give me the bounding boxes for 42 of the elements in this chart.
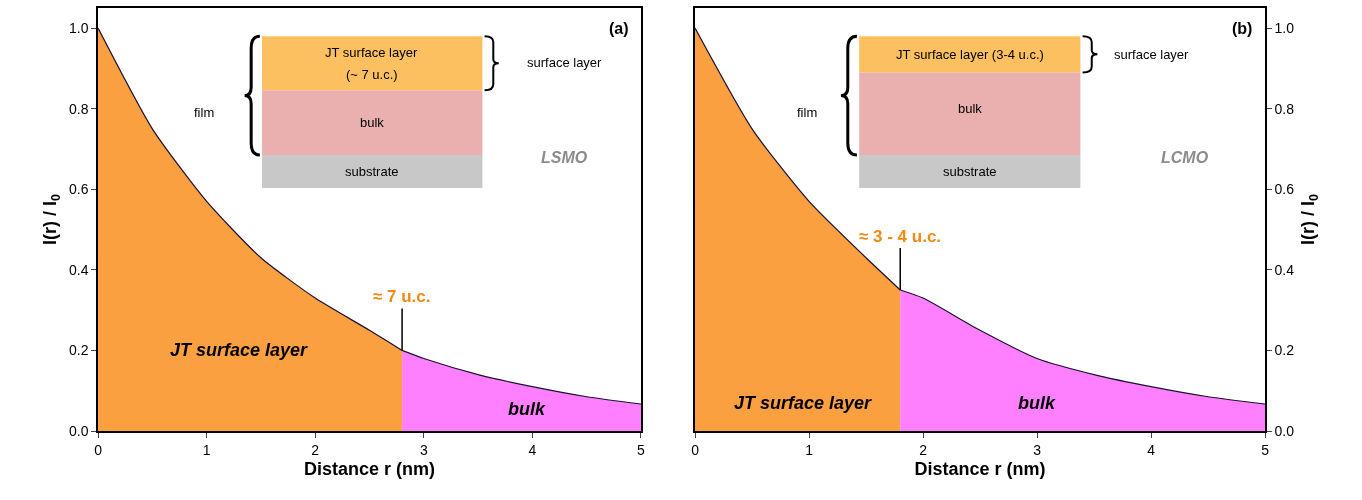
y-tick-label: 0.6 (69, 181, 89, 198)
annotation: film (797, 105, 818, 120)
x-tick-label: 3 (419, 441, 428, 458)
y-tick-label: 0.4 (1274, 261, 1295, 278)
series-label: bulk (1018, 393, 1056, 413)
annotation: (b) (1232, 20, 1253, 37)
annotation: film (194, 105, 215, 120)
y-tick-label: 0.0 (1274, 422, 1295, 439)
annotation: ≈ 7 u.c. (373, 287, 431, 306)
series-label: JT surface layer (734, 393, 873, 413)
annotation: LSMO (541, 149, 588, 166)
x-tick-label: 1 (202, 441, 211, 458)
y-tick-label: 0.4 (69, 261, 89, 278)
annotation: (a) (609, 20, 629, 37)
x-tick-label: 0 (94, 441, 103, 458)
annotation: surface layer (527, 55, 603, 70)
y-tick-label: 0.2 (69, 342, 89, 359)
annotation: substrate (345, 164, 399, 179)
y-tick-label: 0.0 (69, 422, 89, 439)
x-tick-label: 0 (691, 441, 700, 458)
annotation: LCMO (1161, 149, 1209, 166)
y-tick-label: 0.2 (1274, 342, 1295, 359)
x-axis-title: Distance r (nm) (914, 459, 1046, 480)
x-tick-label: 2 (311, 441, 320, 458)
x-tick-label: 3 (1033, 441, 1042, 458)
x-tick-label: 5 (1261, 441, 1270, 458)
y-tick-label: 0.8 (1274, 100, 1295, 117)
x-tick-label: 5 (637, 441, 646, 458)
series-label: JT surface layer (170, 340, 309, 360)
y-tick-label: 1.0 (69, 20, 89, 37)
series-label: bulk (508, 399, 546, 419)
x-tick-label: 4 (1147, 441, 1156, 458)
annotation: ≈ 3 - 4 u.c. (859, 227, 942, 246)
x-tick-label: 1 (805, 441, 814, 458)
x-axis-title: Distance r (nm) (303, 459, 436, 480)
annotation: substrate (943, 164, 997, 179)
y-tick-label: 0.6 (1274, 181, 1295, 198)
x-tick-label: 2 (919, 441, 928, 458)
x-tick-label: 4 (528, 441, 537, 458)
y-tick-label: 0.8 (69, 100, 89, 117)
annotation: surface layer (1114, 47, 1190, 62)
y-tick-label: 1.0 (1274, 20, 1295, 37)
